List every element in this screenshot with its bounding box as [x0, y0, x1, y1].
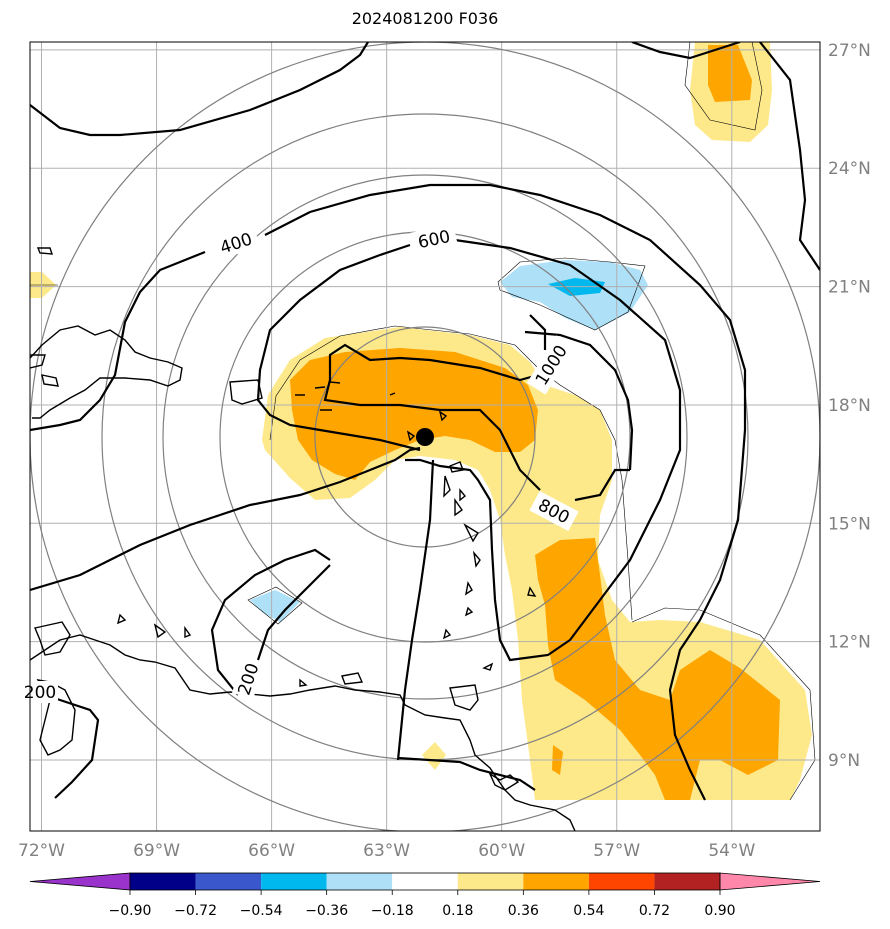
coastline-south-america [30, 634, 576, 831]
colorbar-tick-label: 0.18 [442, 903, 473, 919]
colorbar-segment [326, 873, 393, 890]
colorbar-segment [588, 873, 655, 890]
colorbar-segment [523, 873, 589, 890]
colorbar-tick-label: −0.90 [109, 903, 152, 919]
range-rings [30, 42, 820, 831]
map-title: 2024081200 F036 [351, 9, 499, 28]
contour-labels: 400 600 800 1000 200 200 [24, 223, 579, 703]
colorbar-tick-label: −0.72 [174, 903, 217, 919]
latitude-tick-label: 12°N [828, 633, 871, 653]
contour-line [210, 548, 331, 696]
latitude-tick-labels: 9°N 12°N 15°N 18°N 21°N 24°N 27°N [828, 41, 871, 771]
contour-line [574, 468, 630, 502]
shade-orange-main [290, 348, 538, 480]
coastline-hispaniola [30, 325, 183, 419]
map-frame [29, 41, 821, 832]
coastline-curacao [116, 613, 192, 639]
latitude-tick-label: 21°N [828, 278, 871, 298]
longitude-tick-label: 54°W [708, 841, 755, 861]
contour-line [264, 183, 747, 801]
latitude-tick-label: 18°N [828, 396, 871, 416]
colorbar-segment [654, 873, 720, 890]
map-plot-area [30, 42, 820, 831]
coastlines [30, 247, 576, 831]
colorbar: −0.90 −0.72 −0.54 −0.36 −0.18 0.18 0.36 0.54 0.7… [29, 872, 821, 919]
colorbar-tick-label: −0.18 [371, 903, 414, 919]
contour-line [30, 250, 206, 432]
colorbar-segment [457, 873, 524, 890]
contour-label: 400 [218, 229, 255, 258]
coastline-orinoco-delta [449, 684, 479, 711]
coastline-lesser-antilles-1 [406, 410, 464, 473]
shade-orange-ne [708, 45, 752, 102]
coastline-margarita [299, 672, 364, 687]
contour-line [30, 688, 100, 799]
coastline-virgin-islands [295, 381, 396, 411]
contour-line [759, 42, 820, 271]
coastline-trinidad [488, 772, 520, 791]
colorbar-over-arrow [719, 872, 821, 891]
coastline-islet-west [36, 247, 59, 387]
coastline-cuba [30, 354, 46, 369]
contour-line [631, 42, 741, 60]
contour-label: 200 [234, 661, 263, 698]
contour-line [524, 330, 634, 471]
latitude-tick-label: 27°N [828, 41, 871, 61]
contour-line [405, 238, 682, 662]
longitude-tick-labels: 72°W 69°W 66°W 63°W 60°W 57°W 54°W [18, 841, 755, 861]
shade-light-blue-sw [250, 590, 300, 622]
shade-outline-thin-5 [684, 42, 763, 131]
colorbar-tick-label: −0.54 [240, 903, 283, 919]
longitude-tick-label: 63°W [363, 841, 410, 861]
latitude-tick-label: 9°N [828, 751, 860, 771]
range-ring [162, 174, 688, 700]
colorbar-outline [129, 872, 721, 891]
colorbar-segment [130, 873, 196, 890]
colorbar-under-arrow [29, 872, 131, 891]
longitude-tick-label: 66°W [248, 841, 295, 861]
storm-center-marker [416, 428, 434, 446]
colorbar-segment [261, 873, 327, 890]
shade-outline-thin-3 [497, 257, 646, 331]
shade-light-yellow-s [422, 742, 446, 770]
shade-outline-thin [269, 325, 633, 621]
coastline-lesser-antilles-2 [442, 475, 537, 671]
contour-label: 200 [24, 683, 56, 703]
colorbar-tick-label: 0.54 [573, 903, 604, 919]
colorbar-segment [195, 873, 262, 890]
range-ring [314, 326, 536, 548]
longitude-tick-label: 60°W [478, 841, 525, 861]
latitude-tick-label: 24°N [828, 159, 871, 179]
contour-line [256, 564, 331, 661]
coastline-lake-maracaibo [34, 621, 71, 656]
contour-line [397, 756, 536, 791]
contour-line [529, 314, 547, 350]
contour-line [30, 446, 421, 592]
longitude-tick-label: 57°W [593, 841, 640, 861]
colorbar-tick-label: 0.36 [508, 903, 539, 919]
colorbar-segment [392, 873, 458, 890]
colorbar-tick-label: 0.72 [639, 903, 670, 919]
contour-lines [30, 42, 820, 801]
longitude-tick-label: 69°W [133, 841, 180, 861]
longitude-tick-label: 72°W [18, 841, 65, 861]
colorbar-tick-label: 0.90 [704, 903, 735, 919]
coastline-venezuela-west [36, 679, 76, 756]
contour-line [30, 42, 369, 137]
coastline-puerto-rico [229, 379, 263, 405]
contour-line [323, 343, 541, 491]
latitude-tick-label: 15°N [828, 514, 871, 534]
shade-outline-thin-4 [247, 586, 303, 625]
colorbar-tick-label: −0.36 [305, 903, 348, 919]
